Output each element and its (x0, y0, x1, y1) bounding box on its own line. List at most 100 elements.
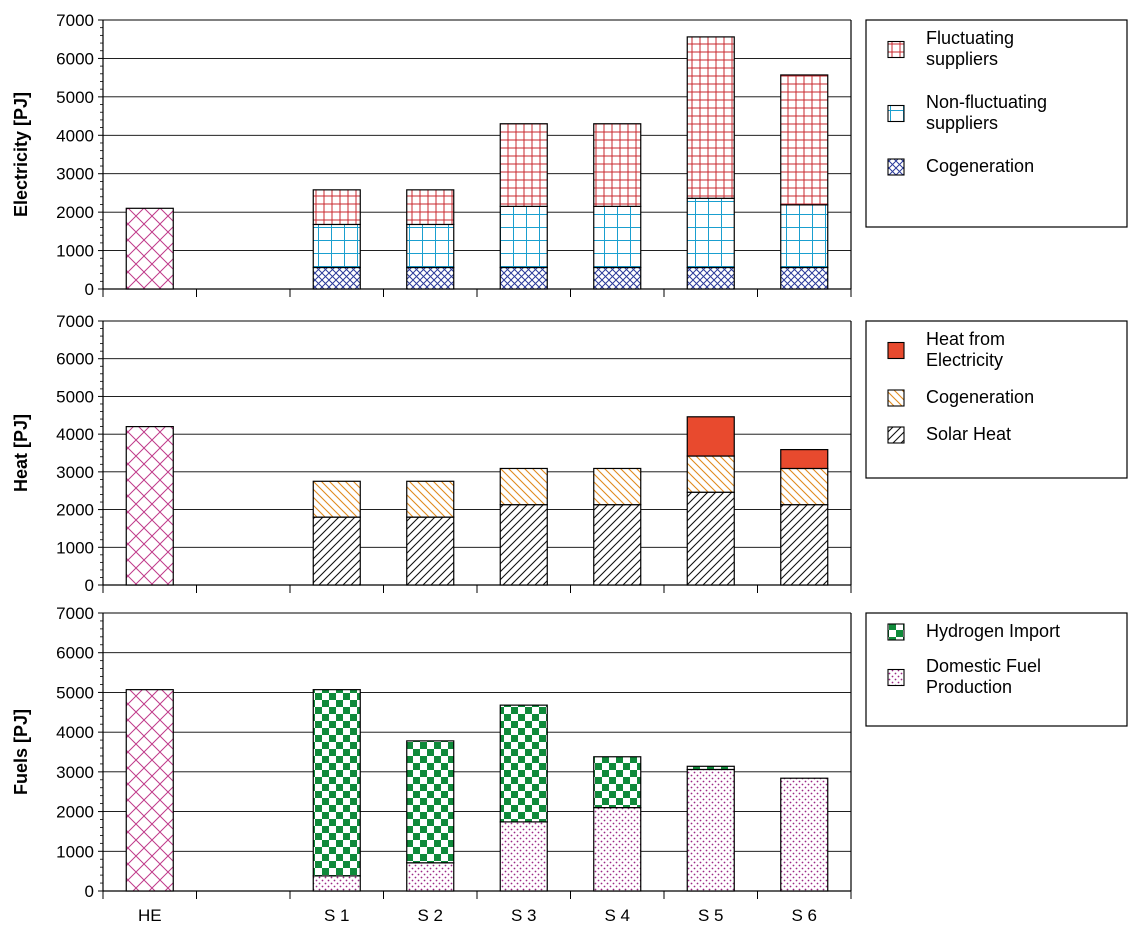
bar-segment-s-6-heat-from-electricity (780, 449, 829, 470)
y-tick-label: 2000 (56, 803, 94, 822)
bar-segment-s-5-heat-from-electricity (686, 416, 735, 457)
y-tick-label: 5000 (56, 387, 94, 406)
legend-label-heat-from-electricity: Electricity (926, 350, 1003, 370)
bar-segment-s-5-cogeneration (686, 266, 735, 290)
bar-segment-s-2-domestic-fuel-production (406, 862, 455, 892)
bar-segment-s-2-non-fluctuating-suppliers (406, 223, 455, 269)
x-tick-label: S 4 (604, 906, 630, 925)
bar-segment-s-4-non-fluctuating-suppliers (593, 205, 642, 269)
y-tick-label: 7000 (56, 11, 94, 30)
y-tick-label: 4000 (56, 425, 94, 444)
legend-swatch-cogeneration (887, 389, 905, 407)
y-axis-label: Fuels [PJ] (11, 709, 31, 795)
y-tick-label: 7000 (56, 604, 94, 623)
bar-segment-s-1-cogeneration (312, 480, 361, 518)
y-tick-label: 2000 (56, 501, 94, 520)
bar-segment-s-3-fluctuating-suppliers (499, 123, 548, 207)
bar-segment-s-2-cogeneration (406, 266, 455, 290)
bar-segment-s-1-domestic-fuel-production (312, 875, 361, 892)
y-tick-label: 0 (85, 576, 94, 595)
bar-segment-s-4-fluctuating-suppliers (593, 123, 642, 207)
bar-segment-s-2-fluctuating-suppliers (406, 189, 455, 226)
legend-label-domestic-fuel-production: Production (926, 677, 1012, 697)
y-tick-label: 0 (85, 280, 94, 299)
legend-label-solar-heat: Solar Heat (926, 424, 1011, 444)
y-tick-label: 1000 (56, 242, 94, 261)
legend-label-domestic-fuel-production: Domestic Fuel (926, 656, 1041, 676)
bar-segment-s-5-non-fluctuating-suppliers (686, 197, 735, 269)
y-tick-label: 1000 (56, 538, 94, 557)
y-tick-label: 3000 (56, 463, 94, 482)
legend-label-fluctuating-suppliers: suppliers (926, 49, 998, 69)
bar-segment-s-6-cogeneration (780, 266, 829, 290)
bar-segment-s-2-hydrogen-import (406, 740, 455, 864)
legend-swatch-hydrogen-import (887, 623, 905, 641)
x-tick-label: S 1 (324, 906, 350, 925)
bar-segment-s-3-hydrogen-import (499, 704, 548, 823)
legend-label-heat-from-electricity: Heat from (926, 329, 1005, 349)
bar-he (125, 689, 174, 892)
y-tick-label: 7000 (56, 312, 94, 331)
legend-label-non-fluctuating-suppliers: suppliers (926, 113, 998, 133)
bar-segment-s-5-hydrogen-import (686, 765, 735, 771)
y-tick-label: 4000 (56, 723, 94, 742)
bar-segment-s-3-domestic-fuel-production (499, 821, 548, 892)
bar-segment-s-5-cogeneration (686, 455, 735, 493)
panel-heat-pj: 0 1000 2000 3000 4000 5000 6000 7000 Heat [PJ] He… (11, 312, 1128, 595)
bar-segment-s-1-non-fluctuating-suppliers (312, 223, 361, 269)
y-axis-label: Electricity [PJ] (11, 92, 31, 217)
y-tick-label: 4000 (56, 126, 94, 145)
bar-segment-s-6-non-fluctuating-suppliers (780, 204, 829, 269)
panel-electricity-pj: 0 1000 2000 3000 4000 5000 6000 7000 Electricity… (11, 11, 1128, 299)
y-tick-label: 2000 (56, 203, 94, 222)
bar-segment-s-6-cogeneration (780, 467, 829, 506)
y-tick-label: 0 (85, 882, 94, 901)
legend-electricity-pj: FluctuatingsuppliersNon-fluctuatingsuppl… (865, 19, 1128, 228)
bar-segment-s-5-domestic-fuel-production (686, 768, 735, 892)
bar-segment-s-1-solar-heat (312, 516, 361, 586)
legend-label-non-fluctuating-suppliers: Non-fluctuating (926, 92, 1047, 112)
y-tick-label: 1000 (56, 842, 94, 861)
legend-swatch-fluctuating-suppliers (887, 40, 905, 59)
bar-segment-s-5-solar-heat (686, 491, 735, 586)
y-tick-label: 3000 (56, 165, 94, 184)
bar-segment-s-3-non-fluctuating-suppliers (499, 205, 548, 269)
legend-swatch-cogeneration (887, 158, 905, 176)
bar-segment-s-4-solar-heat (593, 504, 642, 586)
bar-segment-s-3-cogeneration (499, 467, 548, 506)
y-axis-label: Heat [PJ] (11, 414, 31, 492)
x-tick-label: S 6 (791, 906, 817, 925)
legend-label-hydrogen-import: Hydrogen Import (926, 621, 1060, 641)
bar-segment-s-4-domestic-fuel-production (593, 806, 642, 892)
bar-segment-s-5-fluctuating-suppliers (686, 36, 735, 199)
y-tick-label: 6000 (56, 644, 94, 663)
bar-segment-s-6-solar-heat (780, 504, 829, 586)
x-tick-label: S 2 (417, 906, 443, 925)
x-tick-label: S 3 (511, 906, 537, 925)
legend-swatch-heat-from-electricity (887, 341, 905, 360)
legend-label-cogeneration: Cogeneration (926, 387, 1034, 407)
bar-segment-s-6-fluctuating-suppliers (780, 74, 829, 206)
legend-swatch-solar-heat (887, 426, 905, 444)
bar-he (125, 426, 174, 586)
legend-swatch-domestic-fuel-production (887, 668, 905, 687)
y-tick-label: 5000 (56, 683, 94, 702)
panel-fuels-pj: 0 1000 2000 3000 4000 5000 6000 7000 Fuels [PJ] H… (11, 604, 1128, 925)
bar-segment-s-4-hydrogen-import (593, 756, 642, 809)
bar-segment-s-1-fluctuating-suppliers (312, 189, 361, 226)
bar-segment-s-2-cogeneration (406, 480, 455, 518)
legend-swatch-non-fluctuating-suppliers (887, 104, 905, 123)
bar-segment-s-3-cogeneration (499, 266, 548, 290)
y-tick-label: 6000 (56, 49, 94, 68)
bar-segment-s-6-domestic-fuel-production (780, 777, 829, 892)
y-tick-label: 3000 (56, 763, 94, 782)
bar-segment-s-3-solar-heat (499, 504, 548, 586)
bar-segment-s-2-solar-heat (406, 516, 455, 586)
bar-segment-s-4-cogeneration (593, 266, 642, 290)
x-tick-label: S 5 (698, 906, 724, 925)
x-tick-label: HE (138, 906, 162, 925)
